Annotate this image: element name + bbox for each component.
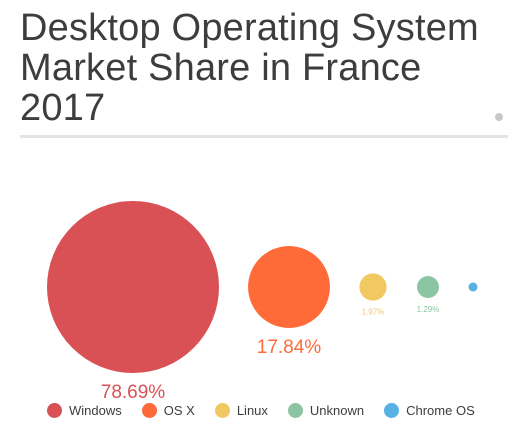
legend-swatch-unknown (287, 402, 303, 418)
bubble-linux[interactable] (359, 273, 387, 301)
legend-label-unknown: Unknown (309, 402, 365, 418)
legend-item-unknown[interactable]: Unknown (287, 402, 365, 418)
legend-item-linux[interactable]: Linux (214, 402, 268, 418)
data-label-os-x: 17.84% (257, 337, 322, 358)
bubble-chrome-os[interactable] (468, 282, 478, 292)
bubble-chart: 78.69% 17.84% 1.97% 1.29% (47, 201, 478, 400)
legend-swatch-chrome-os (384, 402, 400, 418)
legend-item-os-x[interactable]: OS X (141, 402, 195, 418)
menu-dot-icon[interactable] (495, 113, 503, 121)
legend-swatch-windows (47, 402, 62, 418)
bubble-os-x[interactable] (248, 246, 330, 328)
legend-label-linux: Linux (236, 402, 268, 418)
bubble-windows[interactable] (47, 201, 219, 373)
legend-swatch-os-x (141, 402, 157, 418)
legend-swatch-linux (214, 402, 230, 418)
legend-label-os-x: OS X (163, 402, 195, 418)
bubble-unknown[interactable] (416, 275, 440, 299)
chart-title: Desktop Operating System Market Share in… (20, 7, 479, 129)
chart-legend: Windows OS X Linux Unknown Chrome OS (47, 401, 495, 419)
legend-label-windows: Windows (69, 402, 122, 418)
legend-item-chrome-os[interactable]: Chrome OS (384, 402, 475, 418)
data-label-linux: 1.97% (362, 308, 385, 317)
title-divider (20, 135, 508, 138)
legend-item-windows[interactable]: Windows (47, 402, 122, 418)
legend-label-chrome-os: Chrome OS (406, 402, 475, 418)
data-label-unknown: 1.29% (417, 305, 440, 314)
data-label-windows: 78.69% (101, 382, 166, 400)
